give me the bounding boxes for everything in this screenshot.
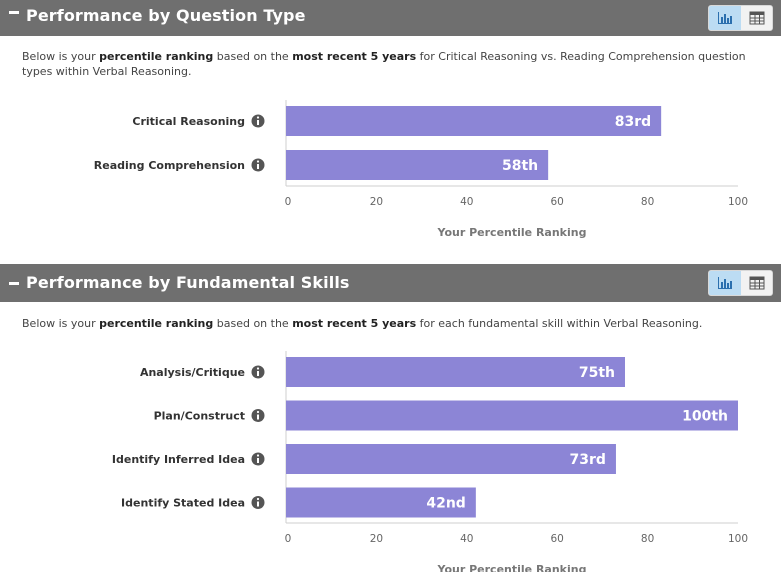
section-header[interactable]: Performance by Fundamental Skills [0, 264, 781, 302]
info-icon[interactable] [251, 409, 265, 422]
bar-chart-icon [718, 277, 732, 289]
x-tick-label: 60 [551, 533, 564, 545]
category-label: Plan/Construct [154, 410, 245, 423]
bar-value-label: 42nd [426, 496, 465, 512]
table-view-button[interactable] [741, 271, 772, 295]
bar[interactable] [286, 400, 738, 431]
x-axis-title: Your Percentile Ranking [437, 563, 587, 572]
bar-value-label: 83rd [615, 114, 651, 130]
table-view-button[interactable] [741, 6, 772, 30]
category-label: Identify Stated Idea [121, 497, 245, 510]
section-title: Performance by Fundamental Skills [26, 273, 350, 292]
bar[interactable] [286, 444, 616, 474]
table-icon [749, 11, 765, 25]
info-icon[interactable] [251, 452, 265, 466]
x-tick-label: 0 [285, 196, 292, 208]
minus-icon[interactable] [9, 282, 19, 285]
x-tick-label: 0 [285, 533, 292, 545]
bar-value-label: 100th [682, 409, 728, 425]
fundamental-skills-chart: 75th Analysis/Critique 100th Plan/Construct… [112, 351, 748, 572]
bar[interactable] [286, 357, 625, 387]
bar-value-label: 73rd [570, 452, 606, 468]
chart-view-button[interactable] [709, 271, 741, 295]
category-label: Reading Comprehension [94, 159, 245, 172]
question-type-section: Performance by Question Type [0, 0, 781, 262]
bar[interactable] [286, 150, 549, 180]
bar[interactable] [286, 487, 476, 518]
info-icon[interactable] [251, 158, 265, 172]
section-title: Performance by Question Type [26, 6, 306, 25]
view-toggle [708, 270, 773, 296]
x-tick-label: 100 [728, 196, 748, 208]
x-axis-title: Your Percentile Ranking [437, 226, 587, 239]
minus-icon[interactable] [9, 11, 19, 14]
section-description: Below is your percentile ranking based o… [22, 50, 746, 78]
x-tick-label: 20 [370, 196, 383, 208]
x-tick-label: 60 [551, 196, 564, 208]
question-type-chart: 83rd Critical Reasoning 58th Reading Compre… [94, 100, 748, 239]
category-label: Critical Reasoning [132, 115, 245, 128]
section-header[interactable]: Performance by Question Type [0, 0, 781, 36]
bar-chart-icon [718, 12, 732, 24]
chart-view-button[interactable] [709, 6, 741, 30]
fundamental-skills-section: Performance by Fundamental Skills [0, 264, 781, 572]
bar-value-label: 58th [502, 158, 538, 174]
info-icon[interactable] [251, 114, 265, 128]
x-tick-label: 20 [370, 533, 383, 545]
section-description: Below is your percentile ranking based o… [22, 317, 703, 330]
x-tick-label: 100 [728, 533, 748, 545]
info-icon[interactable] [251, 365, 265, 379]
x-tick-label: 40 [460, 196, 473, 208]
x-tick-label: 80 [641, 196, 654, 208]
bar-value-label: 75th [579, 365, 615, 381]
x-tick-label: 80 [641, 533, 654, 545]
category-label: Identify Inferred Idea [112, 453, 245, 466]
category-label: Analysis/Critique [140, 366, 245, 379]
table-icon [749, 276, 765, 290]
info-icon[interactable] [251, 496, 265, 509]
view-toggle [708, 5, 773, 31]
bar[interactable] [286, 106, 662, 136]
x-tick-label: 40 [460, 533, 473, 545]
